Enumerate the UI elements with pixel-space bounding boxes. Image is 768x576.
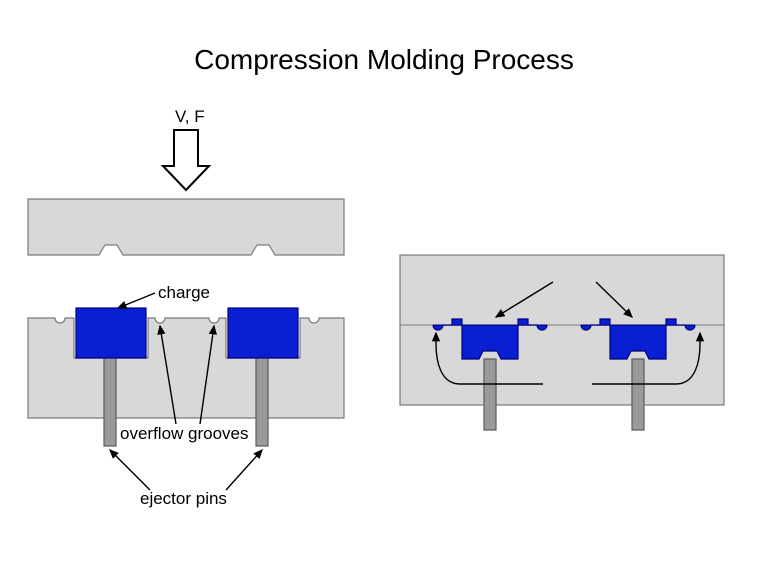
force-arrow-icon	[163, 130, 209, 190]
ejector-pin-right-2	[632, 359, 644, 430]
arrow-charge	[118, 293, 155, 308]
charge-1	[76, 308, 146, 358]
upper-mold	[28, 199, 344, 255]
closed-mold	[400, 255, 724, 405]
ejector-pin-1	[104, 358, 116, 446]
ejector-pin-right-1	[484, 359, 496, 430]
charge-2	[228, 308, 298, 358]
arrow-ejector-1	[110, 450, 150, 490]
arrow-ejector-2	[226, 450, 262, 490]
ejector-pin-2	[256, 358, 268, 446]
diagram-svg	[0, 0, 768, 576]
diagram-canvas: Compression Molding Process V, F charge …	[0, 0, 768, 576]
